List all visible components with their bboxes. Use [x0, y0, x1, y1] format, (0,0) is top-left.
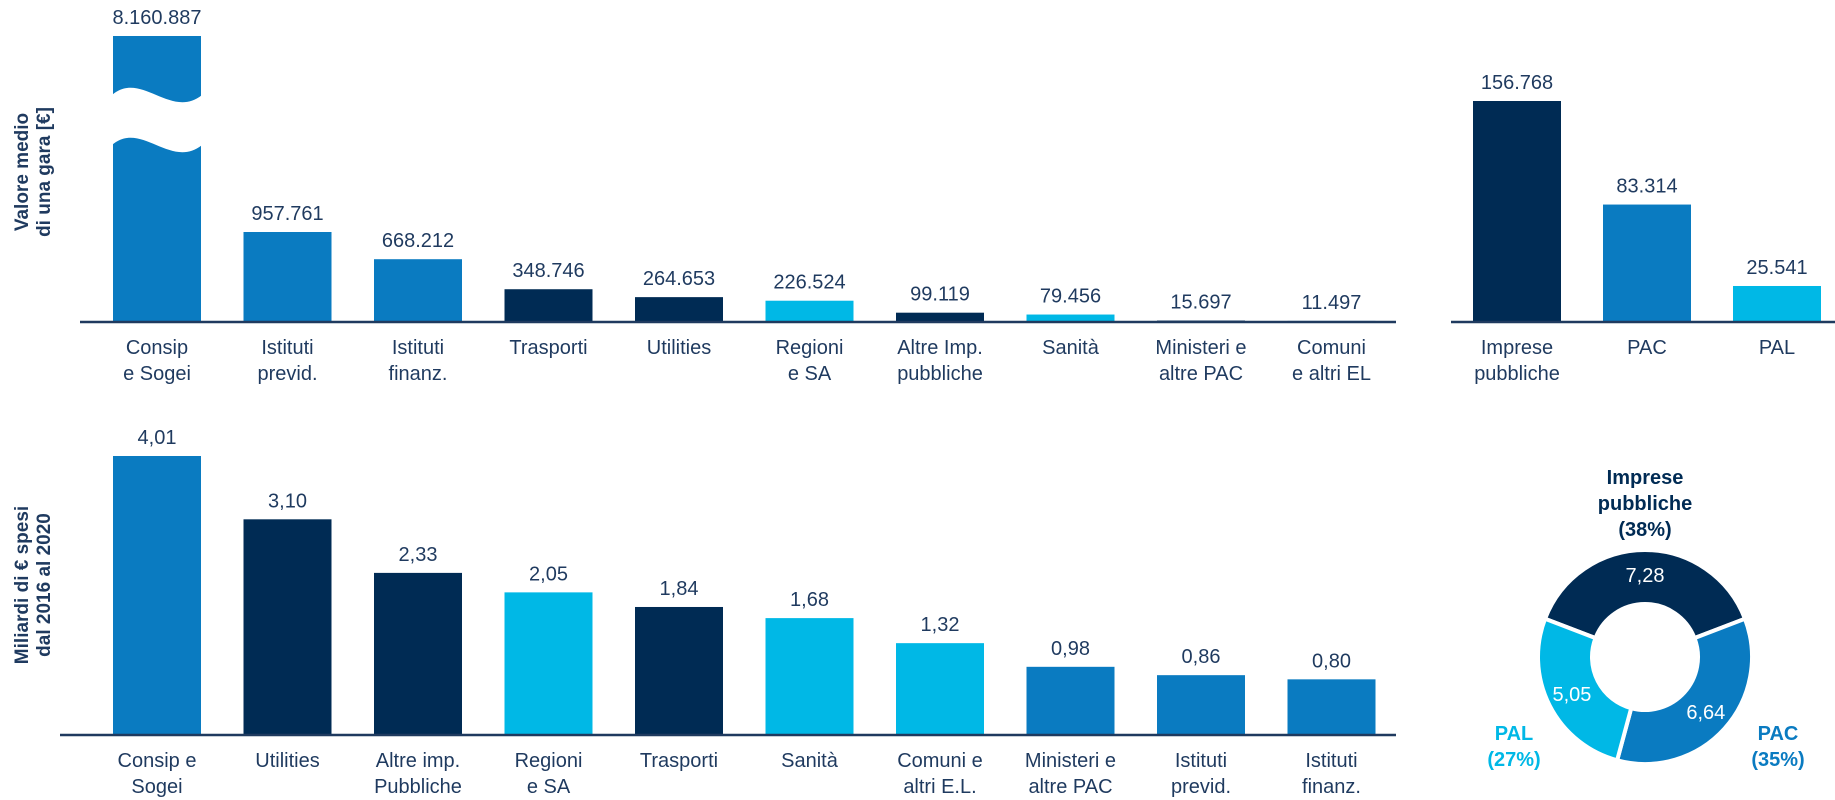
value-label: 25.541 [1746, 257, 1807, 279]
value-label: 264.653 [643, 268, 715, 290]
value-label: 226.524 [773, 272, 845, 294]
donut-slice [1614, 616, 1754, 766]
x-tick-label: Imprese pubbliche [1474, 337, 1560, 385]
value-label: 0,86 [1182, 646, 1221, 668]
value-label: 8.160.887 [113, 7, 202, 29]
value-label: 1,32 [921, 614, 960, 636]
x-tick-label: Istituti previd. [257, 337, 317, 385]
bar [113, 36, 201, 322]
x-tick-label: Consip e Sogei [118, 750, 197, 798]
value-label: 1,84 [660, 578, 699, 600]
bar [1473, 101, 1561, 322]
value-label: 79.456 [1040, 286, 1101, 308]
x-tick-label: Istituti previd. [1171, 750, 1231, 798]
bar [896, 643, 984, 735]
value-label: 4,01 [138, 427, 177, 449]
donut-slice [1542, 548, 1748, 641]
value-label: 0,80 [1312, 650, 1351, 672]
slice-label: Imprese pubbliche [1598, 467, 1692, 515]
slice-percent: (27%) [1487, 749, 1540, 771]
x-tick-label: Comuni e altri EL [1292, 337, 1371, 385]
x-tick-label: Sanità [781, 750, 839, 772]
bar [765, 300, 854, 322]
bar [635, 606, 723, 735]
x-tick-label: Regioni e SA [515, 750, 583, 798]
donut-slice [1536, 616, 1634, 763]
value-label: 15.697 [1170, 292, 1231, 314]
value-label: 2,33 [399, 544, 438, 566]
bar [635, 297, 723, 322]
value-label: 7,28 [1626, 565, 1665, 587]
slice-label: PAL [1495, 723, 1534, 745]
bar [243, 232, 332, 322]
bar [765, 618, 854, 735]
bar [896, 312, 984, 322]
value-label: 6,64 [1686, 702, 1725, 724]
bar [504, 592, 593, 735]
bar [243, 519, 332, 735]
x-tick-label: Trasporti [640, 750, 718, 772]
slice-percent: (38%) [1618, 519, 1671, 541]
y-axis-label: Miliardi di € spesidal 2016 al 2020 [12, 506, 55, 664]
x-tick-label: Consip e Sogei [123, 337, 191, 385]
bar [1026, 314, 1115, 322]
x-tick-label: Altre imp. Pubbliche [374, 750, 462, 798]
x-tick-label: Comuni e altri E.L. [897, 750, 983, 798]
x-tick-label: Sanità [1042, 337, 1100, 359]
x-tick-label: Trasporti [509, 337, 587, 359]
value-label: 0,98 [1051, 638, 1090, 660]
x-tick-label: Altre Imp. pubbliche [897, 337, 983, 385]
bar [1287, 679, 1376, 735]
bar [1157, 675, 1245, 735]
x-tick-label: Istituti finanz. [389, 337, 448, 385]
x-tick-label: Utilities [647, 337, 711, 359]
x-tick-label: Regioni e SA [776, 337, 844, 385]
value-label: 348.746 [512, 260, 584, 282]
value-label: 1,68 [790, 589, 829, 611]
value-label: 83.314 [1616, 176, 1677, 198]
value-label: 957.761 [251, 203, 323, 225]
value-label: 99.119 [910, 284, 970, 306]
axis-break [112, 87, 202, 153]
slice-label: PAC [1758, 723, 1799, 745]
x-tick-label: Istituti finanz. [1302, 750, 1361, 798]
x-tick-label: Ministeri e altre PAC [1155, 337, 1246, 385]
bar [1603, 204, 1691, 322]
bar [1733, 285, 1821, 322]
bar [374, 572, 462, 735]
value-label: 668.212 [382, 230, 454, 252]
slice-percent: (35%) [1751, 749, 1804, 771]
value-label: 2,05 [529, 563, 568, 585]
bar [374, 259, 462, 322]
x-tick-label: PAC [1627, 337, 1667, 359]
bar [504, 289, 593, 322]
value-label: 3,10 [268, 490, 307, 512]
value-label: 156.768 [1481, 72, 1553, 94]
bar [1026, 666, 1115, 735]
y-axis-label: Valore mediodi una gara [€] [12, 107, 55, 237]
value-label: 5,05 [1552, 684, 1591, 706]
bar [113, 456, 201, 735]
x-tick-label: PAL [1759, 337, 1795, 359]
x-tick-label: Ministeri e altre PAC [1025, 750, 1116, 798]
value-label: 11.497 [1302, 292, 1362, 314]
x-tick-label: Utilities [255, 750, 319, 772]
